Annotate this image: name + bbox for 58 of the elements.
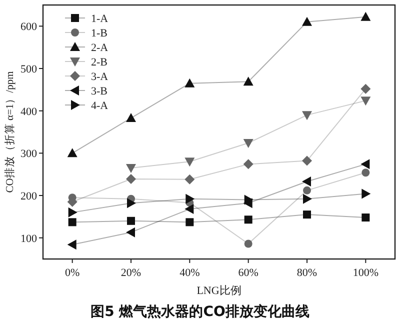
- point: [127, 216, 135, 225]
- caption: 图5 燃气热水器的CO排放变化曲线: [90, 303, 310, 320]
- point: [184, 204, 194, 214]
- y-tick-label: 300: [20, 148, 38, 160]
- point: [126, 227, 135, 238]
- legend-label: 2-B: [91, 56, 108, 68]
- x-tick-label: 0%: [64, 267, 80, 279]
- point: [244, 216, 252, 224]
- legend-label: 1-B: [91, 28, 108, 40]
- point: [360, 159, 370, 170]
- point: [68, 218, 76, 226]
- point: [360, 96, 371, 106]
- y-tick-label: 500: [20, 64, 38, 76]
- point: [303, 194, 312, 204]
- point: [67, 240, 76, 250]
- y-tick-label: 400: [20, 106, 38, 118]
- point: [362, 188, 371, 199]
- point: [362, 214, 370, 222]
- y-tick-label: 100: [20, 232, 38, 245]
- point: [67, 148, 78, 158]
- x-tick-label: 80%: [296, 267, 318, 279]
- y-tick-label: 200: [20, 190, 38, 202]
- point: [68, 207, 78, 218]
- point: [360, 12, 371, 21]
- point: [184, 78, 195, 88]
- point: [243, 76, 254, 86]
- point: [186, 194, 195, 204]
- point: [243, 159, 254, 170]
- point: [362, 168, 370, 177]
- point: [302, 156, 312, 166]
- point: [186, 218, 194, 226]
- point: [302, 111, 312, 120]
- x-tick-label: 60%: [238, 267, 258, 279]
- point: [244, 240, 252, 248]
- x-axis-title: LNG比例: [196, 284, 242, 297]
- point: [303, 186, 311, 194]
- legend-label: 4-A: [91, 100, 108, 112]
- legend-label: 3-B: [91, 86, 108, 98]
- point: [127, 198, 136, 208]
- x-tick-label: 40%: [180, 267, 200, 279]
- point: [126, 174, 136, 184]
- point: [126, 164, 136, 173]
- point: [303, 210, 311, 219]
- x-tick-label: 100%: [352, 267, 379, 279]
- point: [243, 139, 254, 148]
- point: [360, 84, 371, 94]
- y-tick-label: 600: [20, 21, 38, 34]
- y-axis-title: CO排放（折算 α=1）/ppm: [4, 71, 16, 193]
- legend-label: 3-A: [91, 71, 108, 83]
- point: [302, 176, 311, 187]
- point: [126, 113, 136, 122]
- x-tick-label: 20%: [120, 267, 142, 279]
- point: [302, 16, 312, 26]
- legend-label: 2-A: [91, 42, 108, 54]
- point: [184, 158, 195, 167]
- point: [244, 194, 254, 205]
- legend-label: 1-A: [91, 13, 108, 25]
- point: [184, 174, 195, 184]
